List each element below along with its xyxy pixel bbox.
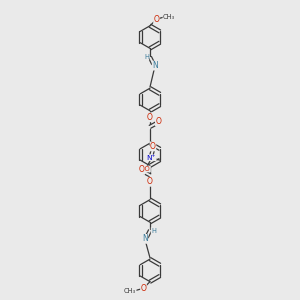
Text: O: O <box>147 113 153 122</box>
Text: CH₃: CH₃ <box>124 288 136 294</box>
Text: O: O <box>154 15 160 24</box>
Text: ⁻O: ⁻O <box>142 166 151 172</box>
Text: N⁺: N⁺ <box>147 155 156 161</box>
Text: O: O <box>150 142 156 151</box>
Text: N: N <box>142 234 148 243</box>
Text: O: O <box>155 117 161 126</box>
Text: O: O <box>139 165 145 174</box>
Text: N: N <box>152 61 158 70</box>
Text: CH₃: CH₃ <box>163 14 175 20</box>
Text: H: H <box>144 54 149 60</box>
Text: O: O <box>140 284 146 293</box>
Text: H: H <box>151 227 156 233</box>
Text: O: O <box>147 177 153 186</box>
